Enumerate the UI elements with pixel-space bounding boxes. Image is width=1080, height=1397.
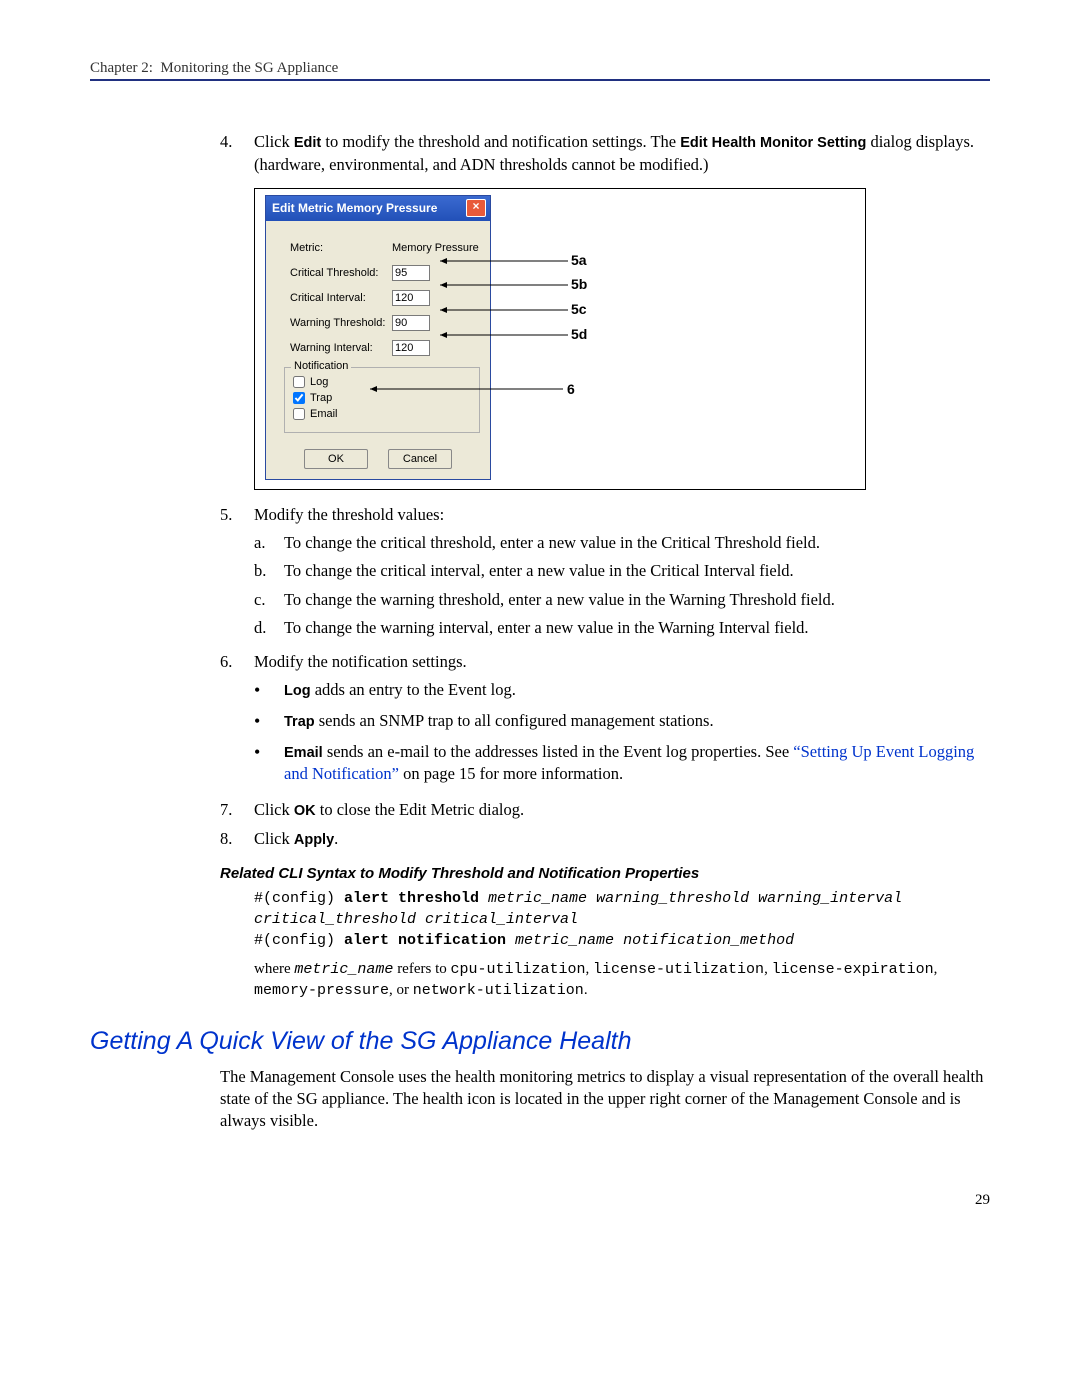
edit-metric-dialog: Edit Metric Memory Pressure × Metric: Me… [265,195,491,480]
ok-label: OK [294,803,316,819]
page-header: Chapter 2: Monitoring the SG Appliance [90,60,990,77]
cli-l3f: license-expiration [772,961,934,978]
log-checkbox-label: Log [310,376,328,388]
dialog-title: Edit Metric Memory Pressure [272,201,437,215]
critical-interval-label: Critical Interval: [290,292,392,304]
step-5a-text: To change the critical threshold, enter … [284,532,990,554]
cancel-button[interactable]: Cancel [388,449,452,469]
edit-label: Edit [294,135,321,151]
log-rest: adds an entry to the Event log. [311,680,516,699]
cli-comma2: , [764,961,772,977]
cli-l3a: where [254,961,294,977]
critical-interval-input[interactable] [392,290,430,306]
cli-l3c: refers to [393,961,450,977]
cli-l1a: #(config) [254,890,344,907]
step-5a-letter: a. [254,532,284,554]
warning-threshold-input[interactable] [392,315,430,331]
cli-l1b: alert threshold [344,890,488,907]
cli-l3g: memory-pressure [254,982,389,999]
step-4-text: Click Edit to modify the threshold and n… [254,131,990,176]
critical-threshold-label: Critical Threshold: [290,267,392,279]
step-5c-letter: c. [254,589,284,611]
bullet-dot: • [254,710,284,733]
trap-bold: Trap [284,714,315,730]
step-7-post: to close the Edit Metric dialog. [316,800,525,819]
step-5d-letter: d. [254,617,284,639]
email-bold: Email [284,745,323,761]
step-6-b3: Email sends an e-mail to the addresses l… [284,741,990,786]
cli-l3b: metric_name [294,961,393,978]
warning-threshold-label: Warning Threshold: [290,317,392,329]
cli-heading: Related CLI Syntax to Modify Threshold a… [220,865,990,882]
step-5b-letter: b. [254,560,284,582]
step-6-b1: Log adds an entry to the Event log. [284,679,990,702]
callout-5a: 5a [571,252,587,268]
step-4-num: 4. [220,131,254,176]
step-5c-text: To change the warning threshold, enter a… [284,589,990,611]
step-5-text: Modify the threshold values: [254,504,990,526]
callout-5c: 5c [571,301,587,317]
cli-l2a: #(config) [254,932,344,949]
metric-label: Metric: [290,242,392,254]
trap-checkbox-label: Trap [310,392,332,404]
section-paragraph: The Management Console uses the health m… [220,1066,990,1133]
metric-value: Memory Pressure [392,242,479,254]
step-5b-text: To change the critical interval, enter a… [284,560,990,582]
notification-fieldset: Notification Log Trap Email [284,367,480,433]
email-checkbox-label: Email [310,408,338,420]
log-checkbox[interactable] [293,376,305,388]
step-8-post: . [334,829,338,848]
step-7-pre: Click [254,800,294,819]
notification-legend: Notification [291,360,351,372]
step-8-text: Click Apply. [254,828,990,851]
cli-l2b: alert notification [344,932,515,949]
step-6-num: 6. [220,651,254,793]
ok-button[interactable]: OK [304,449,368,469]
cli-or: , or [389,982,413,998]
bullet-dot: • [254,679,284,702]
warning-interval-label: Warning Interval: [290,342,392,354]
step-8-num: 8. [220,828,254,851]
step-5d-text: To change the warning interval, enter a … [284,617,990,639]
trap-rest: sends an SNMP trap to all configured man… [315,711,714,730]
callout-6: 6 [567,381,575,397]
step-6-text: Modify the notification settings. [254,651,990,673]
step-4-mid1: to modify the threshold and notification… [321,132,680,151]
cli-l2c: metric_name notification_method [515,932,794,949]
header-rule [90,79,990,81]
page-number: 29 [90,1192,990,1209]
bullet-dot: • [254,741,284,786]
step-4-pre: Click [254,132,294,151]
email-rest: sends an e-mail to the addresses listed … [323,742,794,761]
trap-checkbox[interactable] [293,392,305,404]
step-7-text: Click OK to close the Edit Metric dialog… [254,799,990,822]
step-8-pre: Click [254,829,294,848]
close-icon[interactable]: × [466,199,486,217]
email-tail: on page 15 for more information. [399,764,623,783]
cli-l3d: cpu-utilization [451,961,586,978]
apply-label: Apply [294,832,334,848]
callout-5d: 5d [571,326,587,342]
dialog-name-label: Edit Health Monitor Setting [680,135,866,151]
cli-l3e: license-utilization [593,961,764,978]
cli-l3h: network-utilization [413,982,584,999]
critical-threshold-input[interactable] [392,265,430,281]
dialog-screenshot: Edit Metric Memory Pressure × Metric: Me… [254,188,866,490]
cli-block: #(config) alert threshold metric_name wa… [254,888,990,1001]
log-bold: Log [284,683,311,699]
step-6-b2: Trap sends an SNMP trap to all configure… [284,710,990,733]
warning-interval-input[interactable] [392,340,430,356]
section-heading: Getting A Quick View of the SG Appliance… [90,1027,990,1056]
dialog-titlebar: Edit Metric Memory Pressure × [266,196,490,221]
email-checkbox[interactable] [293,408,305,420]
cli-period: . [584,982,588,998]
cli-comma1: , [586,961,594,977]
step-5-num: 5. [220,504,254,645]
step-7-num: 7. [220,799,254,822]
callout-5b: 5b [571,276,587,292]
cli-comma3: , [934,961,938,977]
